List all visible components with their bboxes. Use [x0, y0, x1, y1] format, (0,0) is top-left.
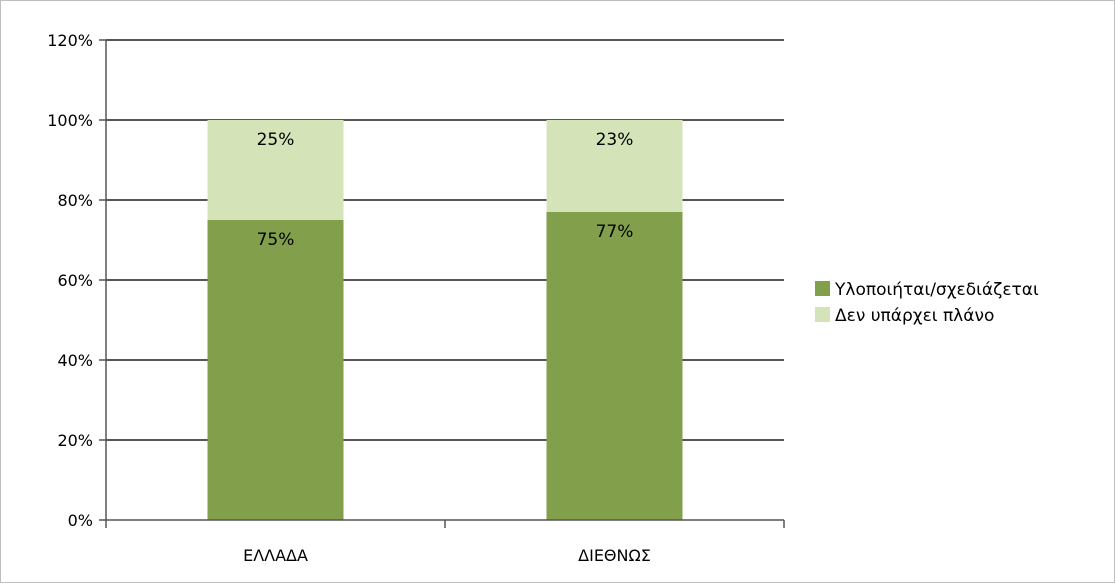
bar-segment-implemented	[546, 212, 683, 520]
legend-label: Υλοποιήται/σχεδιάζεται	[834, 280, 1039, 300]
bar-segment-no-plan	[546, 120, 683, 212]
y-tick-label: 120%	[47, 31, 93, 50]
y-tick-label: 40%	[57, 351, 93, 370]
data-label: 77%	[596, 222, 634, 242]
x-category-label: ΕΛΛΑΔΑ	[243, 546, 308, 565]
bar-segment-implemented	[207, 220, 344, 520]
y-tick-label: 100%	[47, 111, 93, 130]
y-tick-label: 0%	[68, 511, 93, 530]
y-tick-label: 80%	[57, 191, 93, 210]
y-tick-label: 60%	[57, 271, 93, 290]
data-label: 75%	[257, 230, 295, 250]
legend: Υλοποιήται/σχεδιάζεται Δεν υπάρχει πλάνο	[815, 280, 1039, 326]
data-label: 23%	[596, 130, 634, 150]
legend-swatch	[815, 307, 830, 322]
bars	[207, 120, 683, 520]
x-category-label: ΔΙΕΘΝΩΣ	[578, 546, 651, 565]
bar-segment-no-plan	[207, 120, 344, 220]
y-tick-label: 20%	[57, 431, 93, 450]
legend-swatch	[815, 281, 830, 296]
data-labels: 75% 25% 77% 23%	[257, 130, 634, 250]
axes: 0% 20% 40% 60% 80% 100% 120% ΕΛΛΑΔΑ ΔΙΕΘΝΩΣ	[47, 31, 785, 565]
data-label: 25%	[257, 130, 295, 150]
legend-label: Δεν υπάρχει πλάνο	[835, 306, 994, 326]
